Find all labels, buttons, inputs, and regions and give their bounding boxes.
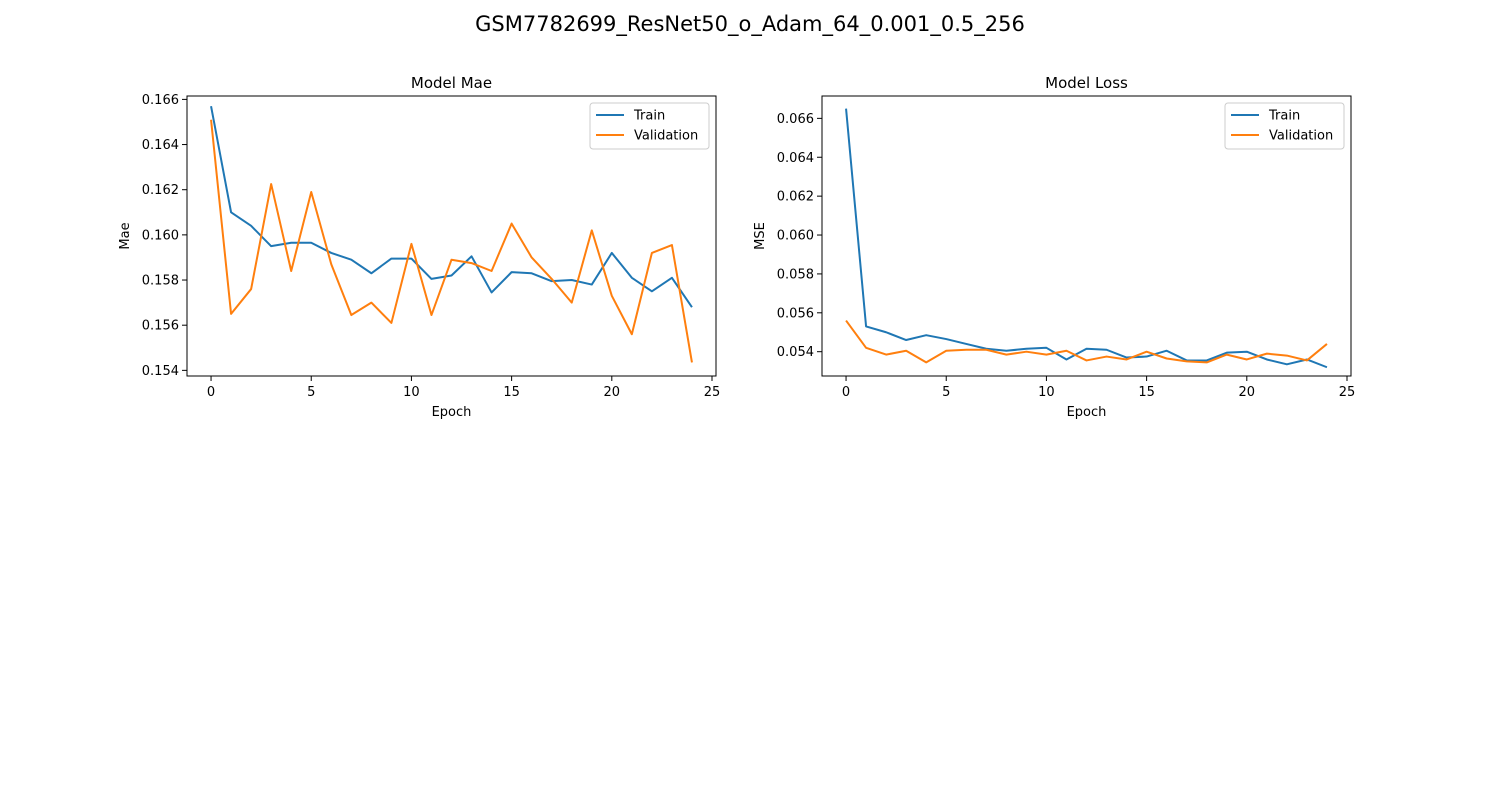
series-line-validation: [845, 319, 1328, 364]
chart-title: Model Mae: [411, 74, 492, 92]
x-tick-label: 25: [1339, 385, 1356, 400]
x-axis-label: Epoch: [432, 405, 472, 420]
legend: Train Validation: [589, 102, 710, 150]
y-tick-label: 0.066: [777, 112, 814, 127]
y-axis-label: MSE: [753, 222, 768, 250]
legend: Train Validation: [1224, 102, 1345, 150]
plot-frame: [821, 95, 1352, 377]
y-tick-label: 0.162: [142, 183, 179, 198]
y-tick-label: 0.156: [142, 319, 179, 334]
chart-title: Model Loss: [1045, 74, 1128, 92]
series-line-validation: [210, 119, 693, 363]
figure-title: GSM7782699_ResNet50_o_Adam_64_0.001_0.5_…: [475, 12, 1025, 36]
x-tick-label: 0: [207, 385, 215, 400]
y-tick-label: 0.158: [142, 274, 179, 289]
y-tick-label: 0.166: [142, 93, 179, 108]
y-tick-label: 0.054: [777, 345, 814, 360]
x-tick-label: 5: [307, 385, 315, 400]
legend-label-validation: Validation: [1269, 129, 1333, 144]
y-tick-label: 0.164: [142, 138, 179, 153]
x-axis-label: Epoch: [1067, 405, 1107, 420]
plot-frame: [186, 95, 717, 377]
chart-panel-2: Model Loss 0 5 10 15 20 25 0.054 0.056 0.058 0.060…: [753, 74, 1355, 420]
x-tick-label: 15: [1138, 385, 1155, 400]
y-tick-label: 0.154: [142, 364, 179, 379]
y-tick-label: 0.056: [777, 306, 814, 321]
x-tick-label: 25: [704, 385, 721, 400]
legend-label-validation: Validation: [634, 129, 698, 144]
legend-label-train: Train: [1268, 109, 1300, 124]
y-tick-label: 0.064: [777, 151, 814, 166]
series-line-train: [210, 105, 693, 308]
x-tick-label: 15: [503, 385, 520, 400]
y-axis-label: Mae: [118, 222, 133, 249]
x-tick-label: 10: [403, 385, 420, 400]
x-tick-label: 0: [842, 385, 850, 400]
chart-panel-1: Model Mae 0 5 10 15 20 25 0.154 0.156 0.158 0.160 0…: [118, 74, 720, 420]
x-tick-label: 5: [942, 385, 950, 400]
y-tick-label: 0.062: [777, 190, 814, 205]
x-tick-label: 20: [604, 385, 621, 400]
y-tick-label: 0.058: [777, 267, 814, 282]
series-line-train: [845, 108, 1328, 369]
x-tick-label: 20: [1239, 385, 1256, 400]
x-tick-label: 10: [1038, 385, 1055, 400]
y-tick-label: 0.060: [777, 229, 814, 244]
legend-label-train: Train: [633, 109, 665, 124]
y-tick-label: 0.160: [142, 228, 179, 243]
